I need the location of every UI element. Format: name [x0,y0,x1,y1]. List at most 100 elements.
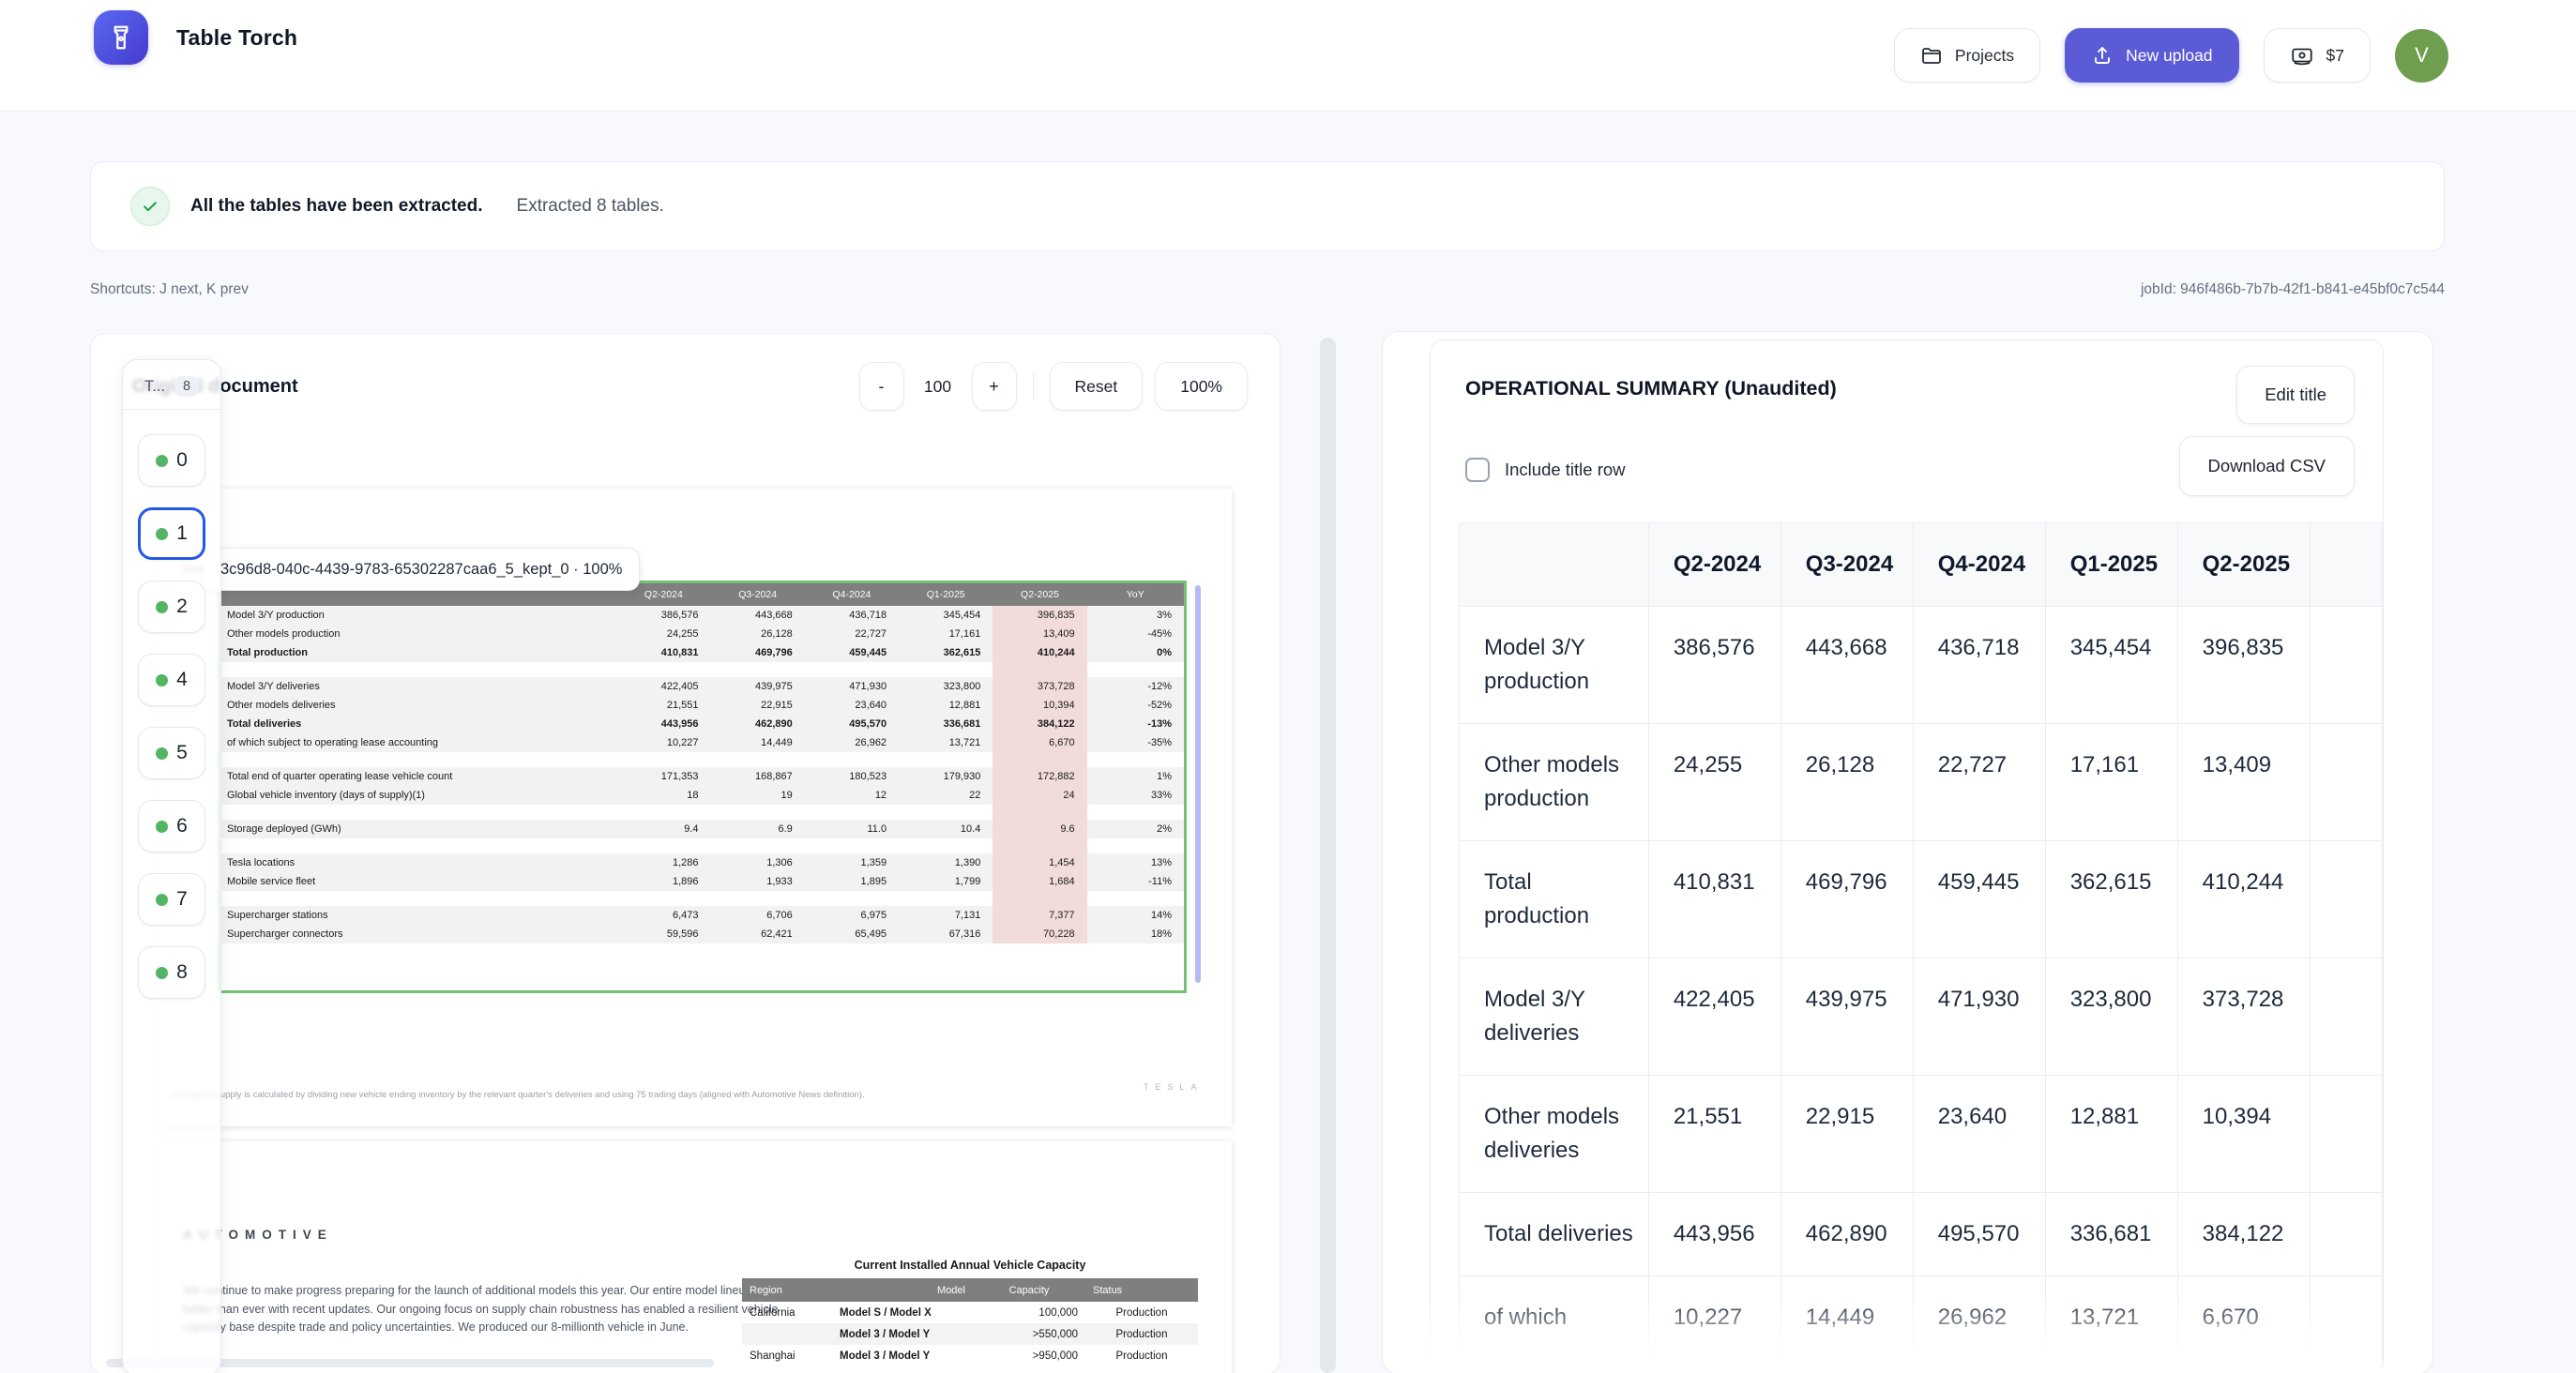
preview-vertical-scrollbar[interactable] [1195,585,1201,983]
cell: >550,000 [973,1323,1085,1345]
preview-column-header: YoY [1086,583,1184,606]
projects-button[interactable]: Projects [1893,28,2041,83]
cell: 23,640 [1912,1075,2046,1193]
cell: 18 [616,786,711,805]
include-title-row-label: Include title row [1505,460,1626,479]
app-logo-icon[interactable] [94,10,148,65]
document-preview[interactable]: (Unaudited) Q2-2024Q3-2024Q4-2024Q1-2025… [91,489,1280,1373]
zoom-in-button[interactable]: + [971,362,1017,411]
panel-splitter[interactable] [1320,338,1336,1373]
brand: Table Torch [94,10,297,65]
cell: -35% [1086,733,1184,752]
extracted-table-highlight[interactable]: Q2-2024 Q3-2024 Q4-2024 Q1-2025 Q2-2025 YoY M… [219,581,1187,993]
cell: 33% [1086,786,1184,805]
cell: 26,962 [804,733,900,752]
table-nav-item[interactable]: 5 [138,727,205,779]
clipped-cell [2309,606,2383,724]
cell: 17,161 [2044,723,2178,841]
cell: 373,728 [993,677,1087,696]
preview-table-row: Supercharger stations 6,473 6,706 6,975 … [221,906,1184,925]
cell: 9.4 [616,820,711,838]
cell: 1,896 [616,872,711,891]
cell: 100,000 [1038,1306,1078,1319]
capacity-table-row: California Model S / Model X 100,000 Pro… [742,1302,1198,1323]
edit-title-button[interactable]: Edit title [2236,366,2355,424]
banner-message: All the tables have been extracted. [190,196,483,216]
download-csv-button[interactable]: Download CSV [2178,436,2355,496]
table-nav-label: 4 [176,669,188,690]
zoom-reset-button[interactable]: Reset [1049,362,1144,411]
cell: Production [1115,1306,1168,1319]
cell: Supercharger connectors [221,925,617,943]
preview-table-row [221,805,1184,820]
cell: 22 [899,786,993,805]
table-nav-item[interactable]: 6 [138,800,205,852]
document-toolbar: Original document - 100 + Reset 100% [132,362,1248,411]
cell: 22,727 [804,625,900,643]
tables-navigator-title: T... [144,377,165,395]
cell: Total end of quarter operating lease veh… [221,767,617,786]
cell [899,662,993,677]
cell: 14,449 [710,733,805,752]
cell [616,838,711,853]
user-avatar[interactable]: V [2395,28,2448,83]
cell [804,752,900,767]
row-label-cell: Other models production [1459,723,1649,841]
header-actions: Projects New upload $7 V [1893,0,2448,111]
cell: 345,454 [899,606,993,625]
extraction-status-banner: All the tables have been extracted. Extr… [90,161,2445,251]
cell: 26,962 [1912,1275,2046,1360]
cell: 410,244 [2176,840,2311,958]
cell: 439,975 [1780,958,1914,1076]
cell [804,838,900,853]
cell [993,838,1087,853]
cell: 3% [1086,606,1184,625]
table-nav-item[interactable]: 2 [138,581,205,633]
document-page-1: (Unaudited) Q2-2024Q3-2024Q4-2024Q1-2025… [157,489,1232,1126]
extracted-column-header: Q1-2025 [2044,522,2178,607]
zoom-level-value: 100 [923,376,952,396]
projects-label: Projects [1954,45,2015,65]
shortcuts-hint: Shortcuts: J next, K prev [90,281,249,297]
preview-horizontal-scrollbar[interactable] [106,1359,714,1367]
clipped-cell [2309,840,2383,958]
cell: 6,670 [2176,1275,2311,1360]
cell [616,752,711,767]
cell: 469,796 [1780,840,1914,958]
table-nav-item[interactable]: 4 [138,654,205,706]
table-nav-item[interactable]: 1 [138,507,205,560]
extracted-table-card: OPERATIONAL SUMMARY (Unaudited) Edit tit… [1430,339,2384,1373]
cell [710,891,805,906]
new-upload-button[interactable]: New upload [2065,28,2239,83]
extracted-table-row: Other models production 24,255 26,128 22… [1459,723,2383,841]
cell: 12 [804,786,900,805]
tables-list: 0 1 2 4 [123,410,220,999]
preview-table-row: Tesla locations 1,286 1,306 1,359 1,390 … [221,853,1184,872]
credits-button[interactable]: $7 [2263,28,2371,83]
cell: 443,668 [710,606,805,625]
cell: 384,122 [2176,1192,2311,1276]
row-label-cell: Model 3/Y production [1459,606,1649,724]
cell: 462,890 [710,715,805,733]
cell: 67,316 [899,925,993,943]
status-dot-icon [156,966,169,979]
status-dot-icon [156,454,169,467]
folder-icon [1921,48,1941,64]
zoom-controls: - 100 + Reset 100% [858,362,1248,411]
zoom-full-button[interactable]: 100% [1155,362,1248,411]
row-label-cell: Model 3/Y deliveries [1459,958,1649,1076]
table-nav-item[interactable]: 7 [138,873,205,926]
extracted-table-row: Total production 410,831 469,796 459,445… [1459,840,2383,958]
include-title-row-checkbox[interactable] [1465,458,1490,482]
cell: 410,831 [616,643,711,662]
preview-table-row: Total deliveries 443,956 462,890 495,570… [221,715,1184,733]
table-nav-item[interactable]: 0 [138,434,205,487]
preview-table-row: Other models production 24,255 26,128 22… [221,625,1184,643]
cell: 436,718 [1912,606,2046,724]
table-nav-item[interactable]: 8 [138,946,205,999]
zoom-out-button[interactable]: - [858,362,904,411]
cell: 345,454 [2044,606,2178,724]
cell: 12,881 [2044,1075,2178,1193]
capacity-column-header: Region [742,1278,832,1302]
